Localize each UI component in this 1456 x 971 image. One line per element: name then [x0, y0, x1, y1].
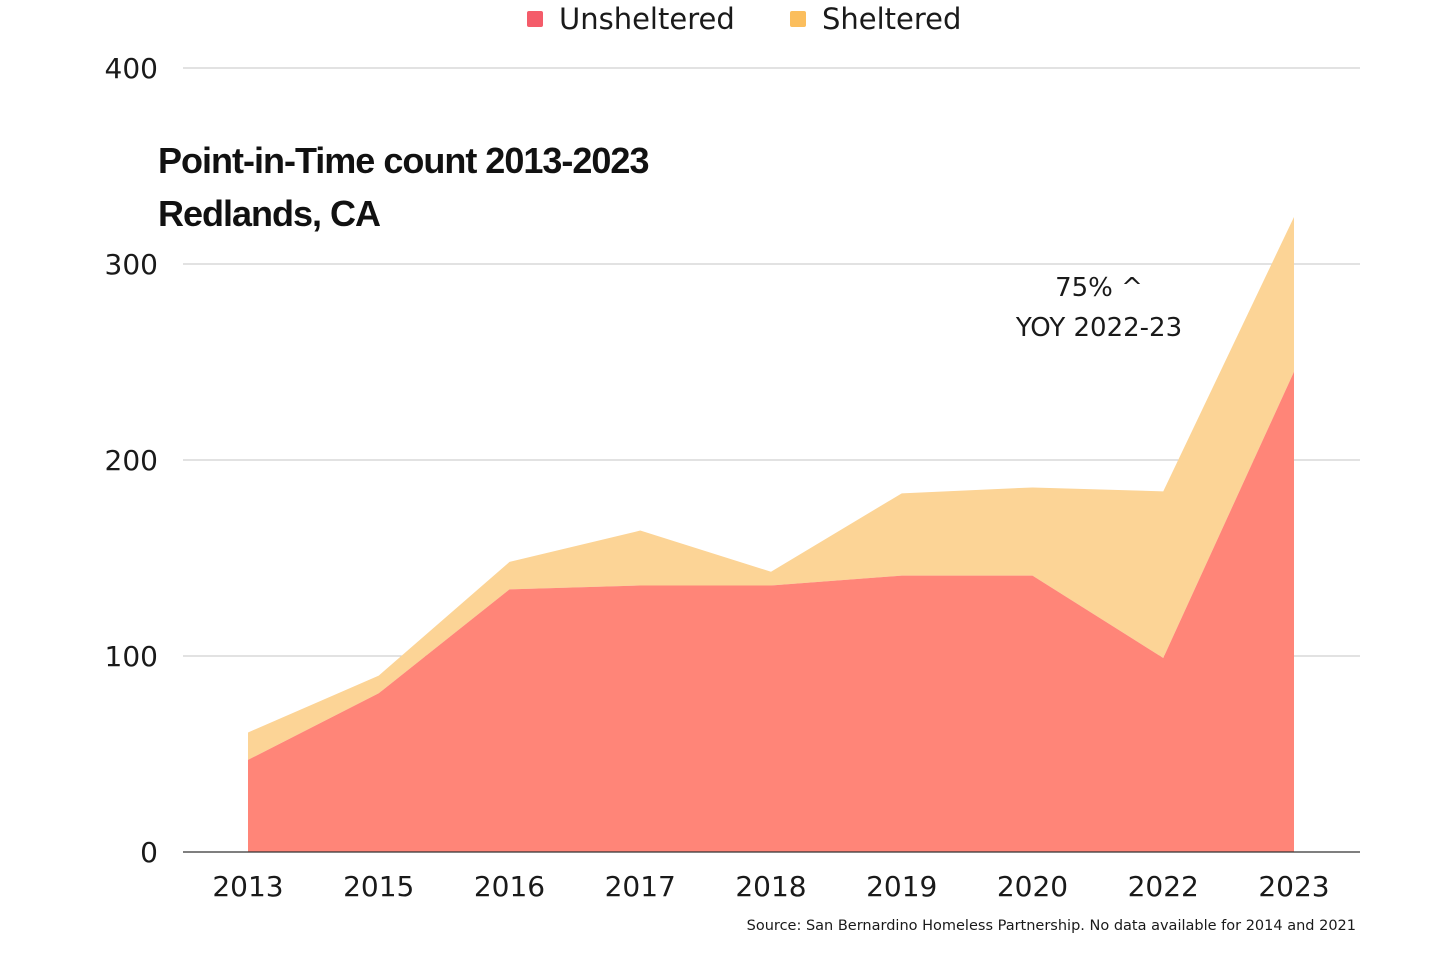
chart-title-line-2: Redlands, CA: [158, 193, 381, 234]
sheltered-swatch-icon: [790, 11, 806, 27]
x-tick-label-2023: 2023: [1258, 870, 1329, 903]
yoy-annotation: 75% ^ YOY 2022-23: [960, 268, 1238, 348]
x-tick-label-2022: 2022: [1128, 870, 1199, 903]
x-tick-label-2019: 2019: [866, 870, 937, 903]
x-tick-label-2020: 2020: [997, 870, 1068, 903]
y-tick-label-200: 200: [105, 444, 158, 477]
y-tick-label-400: 400: [105, 52, 158, 85]
source-note: Source: San Bernardino Homeless Partners…: [746, 918, 1356, 934]
series-area-unsheltered: [248, 371, 1294, 852]
x-tick-label-2013: 2013: [212, 870, 283, 903]
x-tick-label-2018: 2018: [735, 870, 806, 903]
chart-title-line-1: Point-in-Time count 2013-2023: [158, 140, 649, 181]
unsheltered-swatch-icon: [527, 11, 543, 27]
legend-label-unsheltered: Unsheltered: [559, 2, 735, 36]
x-tick-label-2016: 2016: [474, 870, 545, 903]
chart-title: Point-in-Time count 2013-2023 Redlands, …: [158, 134, 649, 240]
series-area-sheltered: [248, 216, 1294, 760]
x-tick-label-2015: 2015: [343, 870, 414, 903]
legend-label-sheltered: Sheltered: [822, 2, 962, 36]
y-tick-label-0: 0: [140, 836, 158, 869]
annotation-line-1: 75% ^: [1055, 273, 1143, 303]
legend: Unsheltered Sheltered: [0, 0, 1456, 40]
y-tick-label-100: 100: [105, 640, 158, 673]
x-tick-label-2017: 2017: [605, 870, 676, 903]
y-tick-label-300: 300: [105, 248, 158, 281]
legend-item-unsheltered: Unsheltered: [527, 2, 735, 36]
annotation-line-2: YOY 2022-23: [1015, 313, 1183, 343]
legend-item-sheltered: Sheltered: [790, 2, 961, 36]
